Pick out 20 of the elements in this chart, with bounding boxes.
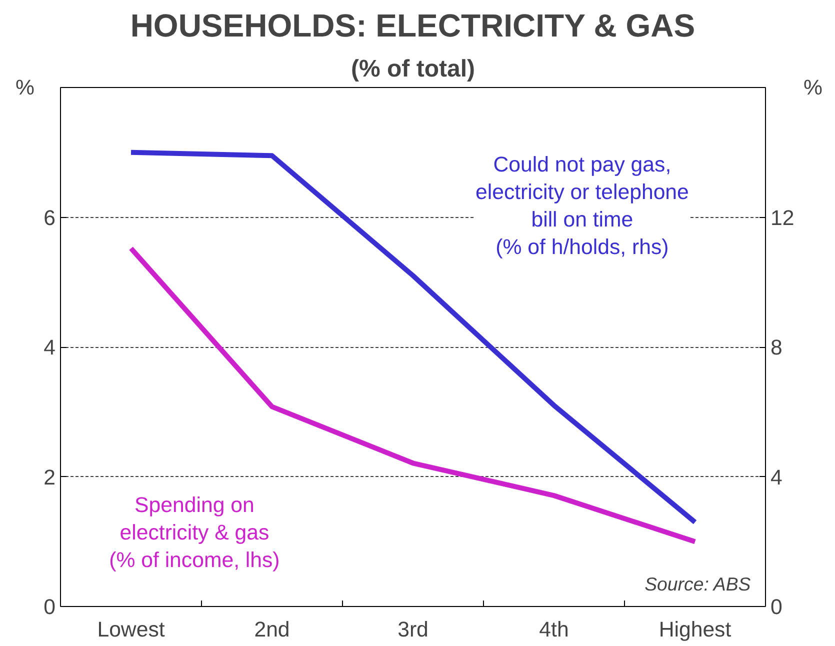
y2-tick-label: 4: [770, 465, 782, 490]
y-tick-label: 0: [44, 595, 56, 619]
chart-subtitle: (% of total): [351, 56, 475, 82]
annotation: Source: ABS: [644, 574, 752, 594]
y2-axis-title: %: [804, 76, 822, 100]
text: Could not pay gas, electricity or telephone bill on time (% of h/holds, rhs): [476, 152, 689, 260]
x-tick-label: 4th: [539, 618, 569, 642]
y-tick-label: 2: [44, 465, 56, 490]
x-tick-label: 3rd: [398, 618, 428, 642]
y2-tick-label: 8: [770, 336, 782, 360]
y2-tick-label: 0: [770, 595, 782, 619]
y-axis-title: %: [16, 76, 35, 100]
x-tick-label: Highest: [658, 618, 732, 642]
y2-tick-label: 12: [770, 206, 794, 230]
y-tick-label: 4: [44, 336, 56, 360]
x-tick-label: 2nd: [254, 618, 290, 642]
chart-title: HOUSEHOLDS: ELECTRICITY & GAS: [130, 8, 696, 44]
x-tick-label: Lowest: [97, 618, 165, 642]
text: Spending on electricity & gas (% of income, lhs): [109, 492, 280, 572]
y-tick-label: 6: [44, 206, 56, 230]
